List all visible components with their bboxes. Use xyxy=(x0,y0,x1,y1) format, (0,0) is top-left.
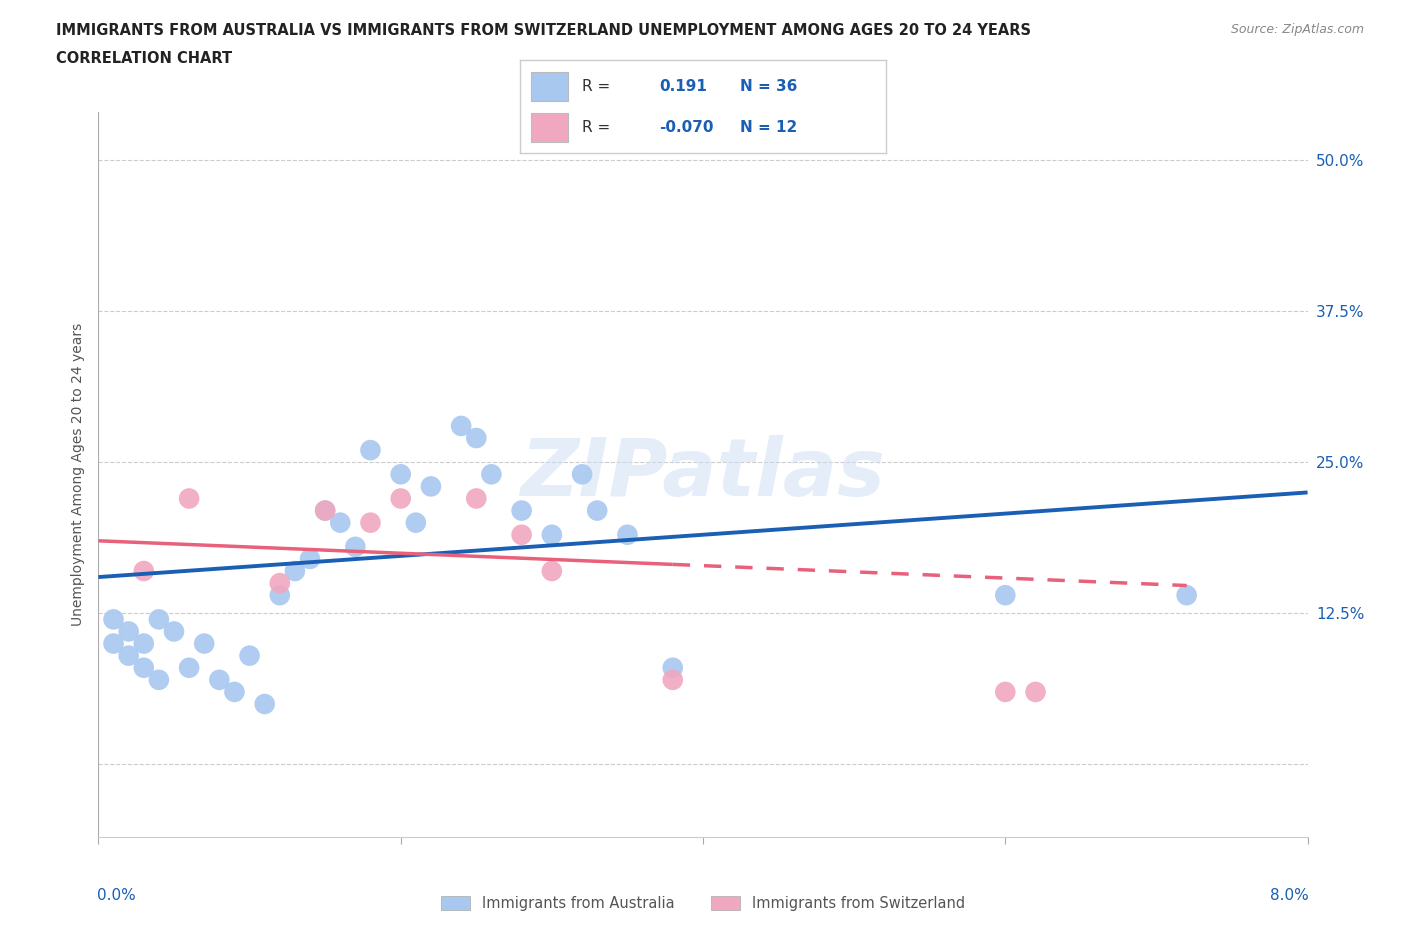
Point xyxy=(132,564,155,578)
FancyBboxPatch shape xyxy=(531,72,568,101)
Point xyxy=(103,636,125,651)
Text: IMMIGRANTS FROM AUSTRALIA VS IMMIGRANTS FROM SWITZERLAND UNEMPLOYMENT AMONG AGES: IMMIGRANTS FROM AUSTRALIA VS IMMIGRANTS … xyxy=(56,23,1031,38)
Point xyxy=(359,443,381,458)
Point xyxy=(359,515,381,530)
Point xyxy=(148,672,170,687)
Text: CORRELATION CHART: CORRELATION CHART xyxy=(56,51,232,66)
Point xyxy=(118,648,141,663)
Point xyxy=(465,491,488,506)
Text: N = 36: N = 36 xyxy=(740,79,797,94)
Legend: Immigrants from Australia, Immigrants from Switzerland: Immigrants from Australia, Immigrants fr… xyxy=(436,890,970,917)
Point xyxy=(616,527,638,542)
Point xyxy=(329,515,352,530)
Point xyxy=(1175,588,1198,603)
Text: R =: R = xyxy=(582,120,610,135)
Point xyxy=(540,527,562,542)
Point xyxy=(179,660,201,675)
Point xyxy=(465,431,488,445)
Point xyxy=(208,672,231,687)
Point xyxy=(284,564,307,578)
Point xyxy=(510,527,533,542)
Point xyxy=(193,636,215,651)
Point xyxy=(299,551,322,566)
Point xyxy=(479,467,503,482)
Y-axis label: Unemployment Among Ages 20 to 24 years: Unemployment Among Ages 20 to 24 years xyxy=(70,323,84,626)
Point xyxy=(148,612,170,627)
Point xyxy=(132,660,155,675)
Text: Source: ZipAtlas.com: Source: ZipAtlas.com xyxy=(1230,23,1364,36)
Point xyxy=(314,503,336,518)
Point xyxy=(269,576,291,591)
Text: N = 12: N = 12 xyxy=(740,120,797,135)
Point xyxy=(571,467,593,482)
Point xyxy=(239,648,262,663)
Text: 0.191: 0.191 xyxy=(659,79,707,94)
Point xyxy=(994,684,1017,699)
Point xyxy=(994,588,1017,603)
Point xyxy=(389,491,412,506)
Point xyxy=(450,418,472,433)
Text: 8.0%: 8.0% xyxy=(1270,888,1309,903)
Point xyxy=(163,624,186,639)
Point xyxy=(179,491,201,506)
Point xyxy=(540,564,562,578)
Point xyxy=(389,467,412,482)
Point xyxy=(253,697,276,711)
Point xyxy=(314,503,336,518)
Text: -0.070: -0.070 xyxy=(659,120,714,135)
Point xyxy=(586,503,609,518)
Point xyxy=(661,672,683,687)
Point xyxy=(661,660,683,675)
Point xyxy=(103,612,125,627)
Point xyxy=(344,539,367,554)
Point xyxy=(224,684,246,699)
Text: 0.0%: 0.0% xyxy=(97,888,136,903)
Point xyxy=(132,636,155,651)
Point xyxy=(1024,684,1046,699)
Point xyxy=(269,588,291,603)
Point xyxy=(118,624,141,639)
Point xyxy=(405,515,427,530)
Text: ZIPatlas: ZIPatlas xyxy=(520,435,886,513)
Point xyxy=(510,503,533,518)
Point xyxy=(419,479,441,494)
Text: R =: R = xyxy=(582,79,610,94)
FancyBboxPatch shape xyxy=(531,113,568,142)
